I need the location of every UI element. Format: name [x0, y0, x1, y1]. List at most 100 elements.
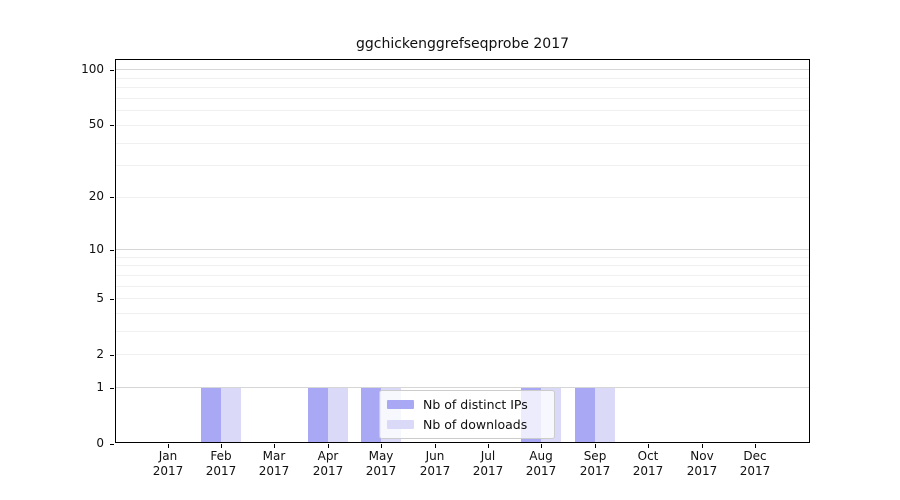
x-tick-month: Oct — [637, 449, 659, 463]
minor-gridline — [116, 143, 809, 144]
x-tick-month: Jun — [425, 449, 445, 463]
x-tick-year: 2017 — [632, 464, 664, 478]
x-tick-mark — [221, 444, 222, 448]
x-tick-mark — [381, 444, 382, 448]
y-tick-mark — [110, 70, 114, 71]
x-tick-month: Apr — [317, 449, 339, 463]
minor-gridline — [116, 286, 809, 287]
x-tick-label: Dec 2017 — [723, 449, 787, 479]
y-tick-label: 0 — [96, 436, 104, 450]
legend-label: Nb of distinct IPs — [423, 397, 528, 412]
y-tick-label: 5 — [96, 291, 104, 305]
bar-downloads — [221, 388, 241, 443]
bar-downloads — [595, 388, 615, 443]
x-tick-year: 2017 — [419, 464, 451, 478]
major-gridline — [116, 387, 809, 388]
x-tick-label: Nov 2017 — [670, 449, 734, 479]
y-tick-mark — [110, 125, 114, 126]
minor-gridline — [116, 125, 809, 126]
minor-gridline — [116, 78, 809, 79]
x-tick-label: Jul 2017 — [456, 449, 520, 479]
x-tick-mark — [274, 444, 275, 448]
x-tick-label: Jan 2017 — [136, 449, 200, 479]
minor-gridline — [116, 275, 809, 276]
x-tick-label: Sep 2017 — [563, 449, 627, 479]
minor-gridline — [116, 98, 809, 99]
y-tick-label: 1 — [96, 380, 104, 394]
x-tick-mark — [488, 444, 489, 448]
major-gridline — [116, 249, 809, 250]
y-tick-mark — [110, 250, 114, 251]
minor-gridline — [116, 298, 809, 299]
minor-gridline — [116, 197, 809, 198]
y-tick-label: 50 — [88, 117, 104, 131]
x-tick-year: 2017 — [525, 464, 557, 478]
minor-gridline — [116, 265, 809, 266]
x-tick-month: Sep — [583, 449, 607, 463]
x-tick-year: 2017 — [739, 464, 771, 478]
y-tick-label: 2 — [96, 347, 104, 361]
y-tick-mark — [110, 444, 114, 445]
x-tick-month: Dec — [743, 449, 767, 463]
minor-gridline — [116, 354, 809, 355]
x-tick-mark — [328, 444, 329, 448]
x-tick-year: 2017 — [205, 464, 237, 478]
x-tick-mark — [595, 444, 596, 448]
x-tick-label: Apr 2017 — [296, 449, 360, 479]
minor-gridline — [116, 313, 809, 314]
y-tick-mark — [110, 388, 114, 389]
x-tick-month: May — [368, 449, 394, 463]
legend-item: Nb of downloads — [387, 415, 547, 435]
x-tick-year: 2017 — [365, 464, 397, 478]
legend: Nb of distinct IPs Nb of downloads — [379, 390, 555, 439]
x-tick-month: Jan — [158, 449, 178, 463]
x-tick-mark — [755, 444, 756, 448]
x-tick-month: Feb — [210, 449, 232, 463]
x-tick-mark — [648, 444, 649, 448]
x-tick-mark — [435, 444, 436, 448]
x-tick-label: Oct 2017 — [616, 449, 680, 479]
major-gridline — [116, 69, 809, 70]
x-tick-label: May 2017 — [349, 449, 413, 479]
legend-label: Nb of downloads — [423, 417, 528, 432]
x-tick-month: Mar — [262, 449, 286, 463]
minor-gridline — [116, 165, 809, 166]
y-tick-label: 100 — [81, 62, 104, 76]
chart-title: ggchickenggrefseqprobe 2017 — [355, 36, 570, 52]
x-tick-year: 2017 — [258, 464, 290, 478]
x-tick-month: Jul — [480, 449, 496, 463]
x-tick-mark — [168, 444, 169, 448]
minor-gridline — [116, 110, 809, 111]
minor-gridline — [116, 257, 809, 258]
minor-gridline — [116, 87, 809, 88]
legend-swatch — [387, 400, 414, 409]
y-tick-mark — [110, 299, 114, 300]
x-tick-year: 2017 — [312, 464, 344, 478]
bar-distinct-ips — [201, 388, 221, 443]
bar-distinct-ips — [575, 388, 595, 443]
y-tick-mark — [110, 197, 114, 198]
bar-downloads — [328, 388, 348, 443]
bar-distinct-ips — [361, 388, 381, 443]
y-tick-label: 20 — [88, 189, 104, 203]
x-tick-year: 2017 — [579, 464, 611, 478]
y-tick-label: 10 — [88, 242, 104, 256]
x-tick-mark — [702, 444, 703, 448]
y-tick-mark — [110, 355, 114, 356]
plot-border — [115, 59, 810, 443]
legend-swatch — [387, 420, 414, 429]
x-tick-year: 2017 — [686, 464, 718, 478]
x-tick-month: Nov — [690, 449, 714, 463]
x-tick-month: Aug — [529, 449, 553, 463]
bar-distinct-ips — [308, 388, 328, 443]
x-tick-label: Aug 2017 — [509, 449, 573, 479]
legend-item: Nb of distinct IPs — [387, 395, 547, 415]
x-tick-mark — [541, 444, 542, 448]
x-tick-label: Jun 2017 — [403, 449, 467, 479]
x-tick-label: Feb 2017 — [189, 449, 253, 479]
x-tick-year: 2017 — [472, 464, 504, 478]
x-tick-label: Mar 2017 — [242, 449, 306, 479]
x-tick-year: 2017 — [152, 464, 184, 478]
minor-gridline — [116, 331, 809, 332]
